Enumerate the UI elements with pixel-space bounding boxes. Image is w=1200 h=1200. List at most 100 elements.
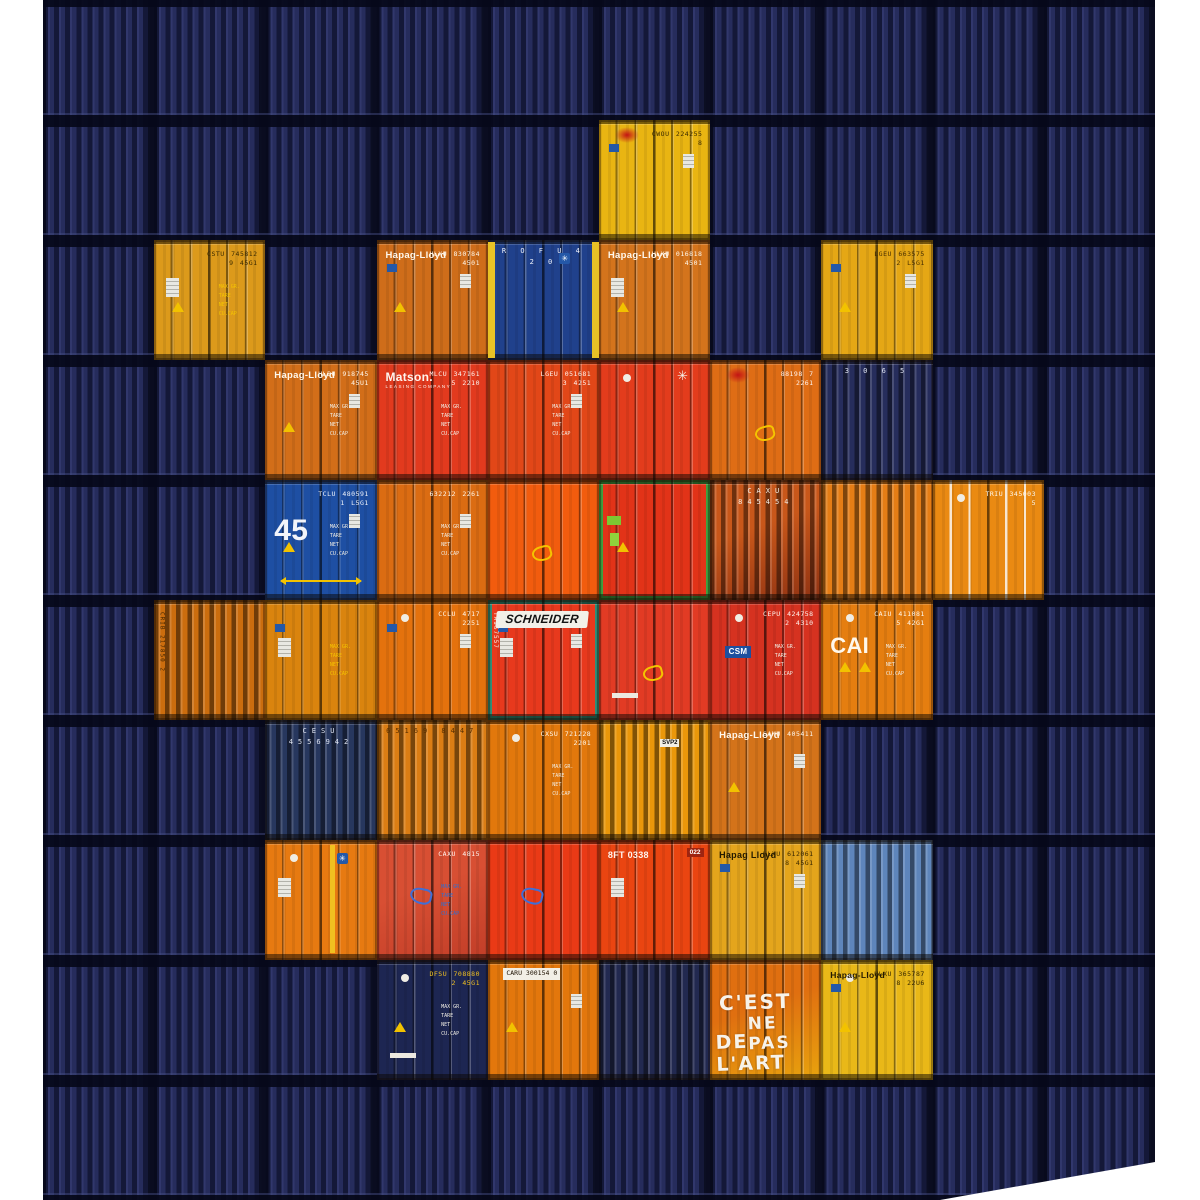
graffiti-text: DE L'ART <box>714 1030 786 1076</box>
container-brand-label: Matson. LEASING COMPANY <box>385 369 452 389</box>
container-brand-label: Hapag-Lloyd <box>830 969 886 980</box>
blue-label-decal <box>609 144 619 152</box>
container-tile: MLCU 347161 5 2210 Matson. LEASING COMPANY… <box>376 360 488 480</box>
spec-text-block: MAX GR. TARE NET CU.CAP <box>775 643 813 679</box>
container-code-label: CAXU 4815 <box>438 849 480 858</box>
spec-line: MAX GR. <box>329 524 351 531</box>
spec-line: CU.CAP <box>885 671 904 678</box>
spec-line: CU.CAP <box>218 311 237 318</box>
spec-line: NET <box>441 542 451 549</box>
container-tile: HLBU 918745 45U1 Hapag-Lloyd MAX GR. TARE NE… <box>265 360 377 480</box>
container-tile: LGEU 051681 3 4251 MAX GR. TARE NET CU.CAP <box>487 360 599 480</box>
spec-line: MAX GR. <box>885 644 907 651</box>
spec-line: NET <box>552 422 562 429</box>
star-emblem-icon: ✳ <box>677 368 688 384</box>
container-brand-label: CSM <box>724 645 752 659</box>
spec-text-block: MAX GR. TARE NET CU.CAP <box>441 883 479 919</box>
spec-line: NET <box>441 902 451 909</box>
container-brand-label: Hapag-Lloyd <box>274 369 336 381</box>
warning-triangle-icon <box>727 782 740 793</box>
container-tile <box>821 480 933 600</box>
spec-text-block: MAX GR. TARE NET CU.CAP <box>330 523 368 559</box>
spec-line: CU.CAP <box>441 1031 460 1038</box>
spec-text-block: MAX GR. TARE NET CU.CAP <box>552 403 590 439</box>
dot-decal <box>401 974 410 983</box>
dot-decal <box>845 614 854 623</box>
dot-decal <box>734 614 743 623</box>
white-bar-decal <box>612 693 639 699</box>
container-tile: TCLU 480591 1 L5G1 45 MAX GR. TARE NET CU.CAP <box>265 480 377 600</box>
info-sticker-decal <box>277 638 291 658</box>
spec-text-block: MAX GR. TARE NET CU.CAP <box>441 403 479 439</box>
container-tile <box>821 840 933 960</box>
container-tile: CWOU 224255 8 <box>599 120 711 240</box>
container-tile: C'EST NE PAS DE L'ART <box>710 960 822 1080</box>
container-tile: HLXU 365787 8 22U6 Hapag-Lloyd <box>821 960 933 1080</box>
spec-text-block: MAX GR. TARE NET CU.CAP <box>886 643 924 679</box>
container-tile: 65169 8447 <box>376 720 488 840</box>
spec-line: MAX GR. <box>552 764 574 771</box>
warning-triangle-icon <box>394 302 407 313</box>
spec-line: NET <box>218 302 228 309</box>
shipping-line-badge-icon: ✳ <box>559 253 571 265</box>
container-code-label: HLXU 612061 8 45G1 <box>763 849 814 868</box>
spec-line: MAX GR. <box>441 524 463 531</box>
container-brand-label: Hapag-Lloyd <box>719 729 780 741</box>
warning-triangle-icon <box>505 1022 518 1033</box>
container-tile <box>599 480 711 600</box>
container-code-label: 632212 2261 <box>429 489 480 498</box>
info-sticker-decal <box>571 633 583 648</box>
spec-line: CU.CAP <box>774 671 793 678</box>
container-code-label: CARU 300154 0 <box>503 968 561 981</box>
spec-line: NET <box>329 422 339 429</box>
spec-line: NET <box>774 662 784 669</box>
warning-triangle-icon <box>616 302 629 313</box>
spec-line: TARE <box>441 893 454 900</box>
warning-triangle-icon <box>283 422 296 433</box>
dot-decal <box>512 734 521 743</box>
spec-line: CU.CAP <box>552 431 571 438</box>
spec-line: TARE <box>329 533 342 540</box>
paint-scribble <box>530 543 554 564</box>
container-code-label: CSTU 745812 9 45G1 <box>207 249 258 268</box>
warning-triangle-icon <box>839 662 852 673</box>
spec-line: TARE <box>329 653 342 660</box>
container-tile <box>599 960 711 1080</box>
info-sticker-decal <box>460 273 472 288</box>
paint-splotch <box>725 367 750 384</box>
spec-line: TARE <box>552 413 565 420</box>
dot-decal <box>289 854 298 863</box>
spec-line: CU.CAP <box>552 791 571 798</box>
container-code-label: R O F U 4 2 0 <box>501 247 585 266</box>
container-code-label: HLXU 365787 8 22U6 <box>874 969 925 988</box>
container-wall-photo: CWOU 224255 8 CSTU 745812 9 45G1 MAX GR. TA… <box>43 0 1155 1200</box>
blue-label-decal <box>831 984 842 992</box>
info-sticker-decal <box>460 513 472 528</box>
container-tile: DFSU 708880 2 45G1 MAX GR. TARE NET CU.CAP <box>376 960 488 1080</box>
spec-text-block: MAX GR. TARE NET CU.CAP <box>330 643 368 679</box>
warning-triangle-icon <box>283 542 296 553</box>
spec-line: TARE <box>218 293 231 300</box>
info-sticker-decal <box>571 993 583 1008</box>
spec-line: CU.CAP <box>329 431 348 438</box>
container-tile: R O F U 4 2 0 ✳ <box>487 240 599 360</box>
spec-line: MAX GR. <box>218 284 240 291</box>
info-sticker-decal <box>611 878 625 898</box>
info-sticker-decal <box>348 393 360 408</box>
spec-text-block: MAX GR. TARE NET CU.CAP <box>441 523 479 559</box>
container-code-label: SAMU 405411 <box>763 729 814 738</box>
container-code-label: LGEU 051681 3 4251 <box>540 369 592 388</box>
warning-triangle-icon <box>839 1022 852 1033</box>
spec-line: MAX GR. <box>441 1004 463 1011</box>
yellow-stripe-decal <box>329 844 335 953</box>
container-tile: CAXU 845454 <box>710 480 822 600</box>
blue-label-decal <box>275 624 286 632</box>
spec-line: CU.CAP <box>441 911 460 918</box>
paint-scribble <box>753 423 777 444</box>
container-code-label: TAIS7557 <box>492 612 500 649</box>
spec-line: TARE <box>441 1013 454 1020</box>
container-code-label: TRIU 345003 5 <box>985 489 1036 508</box>
blue-label-decal <box>497 624 508 632</box>
green-patch-decal <box>606 516 621 525</box>
container-code-label: LGEU 663575 2 L5G1 <box>874 249 925 268</box>
